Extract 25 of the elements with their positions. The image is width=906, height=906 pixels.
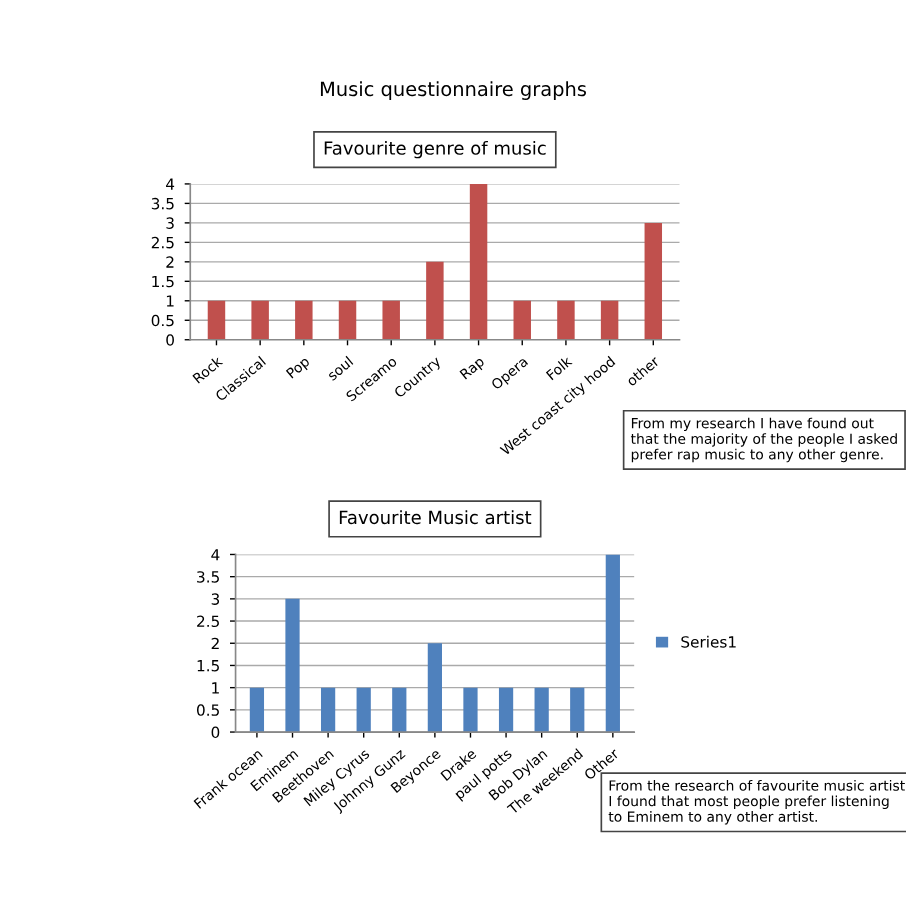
bar: [320, 687, 336, 733]
bar: [356, 687, 371, 733]
bar: [249, 687, 265, 733]
bar: [469, 183, 488, 340]
bar: [644, 222, 663, 340]
bar: [207, 300, 226, 340]
bar: [498, 687, 514, 733]
bar: [600, 300, 619, 340]
bar: [534, 687, 549, 733]
chart-title: Music questionnaire graphs: [320, 81, 586, 101]
bar: [605, 554, 620, 733]
bar: [426, 261, 444, 340]
chart-title: Favourite Music artist: [339, 510, 532, 525]
bar: [427, 643, 442, 733]
bar: [285, 598, 300, 733]
bar: [513, 300, 531, 340]
bar: [463, 687, 478, 733]
bar: [570, 687, 585, 733]
bar: [338, 300, 357, 340]
chart-subtitle: Favourite genre of music: [324, 140, 546, 159]
bar: [295, 300, 313, 340]
bar: [392, 687, 407, 733]
bar: [382, 300, 400, 340]
bar: [557, 300, 575, 340]
bar: [251, 300, 269, 340]
